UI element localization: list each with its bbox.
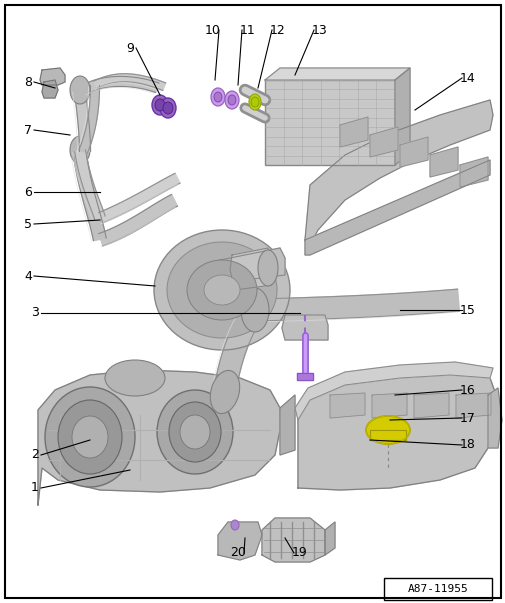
Bar <box>265 80 394 165</box>
Text: 17: 17 <box>459 411 475 425</box>
Polygon shape <box>455 393 490 418</box>
Polygon shape <box>82 77 159 94</box>
Text: 7: 7 <box>24 124 32 136</box>
Polygon shape <box>93 74 165 90</box>
Polygon shape <box>74 155 106 241</box>
Ellipse shape <box>157 390 232 474</box>
Ellipse shape <box>180 415 210 449</box>
Ellipse shape <box>70 136 90 164</box>
Polygon shape <box>369 127 397 157</box>
Ellipse shape <box>187 260 257 320</box>
Ellipse shape <box>214 92 222 102</box>
Polygon shape <box>279 395 294 455</box>
Ellipse shape <box>248 94 261 110</box>
Text: 1: 1 <box>31 482 39 494</box>
Polygon shape <box>74 90 90 151</box>
Polygon shape <box>487 388 501 448</box>
Text: A87-11955: A87-11955 <box>407 584 468 594</box>
Polygon shape <box>257 289 459 321</box>
Polygon shape <box>339 117 367 147</box>
Text: 14: 14 <box>459 72 475 84</box>
Polygon shape <box>459 157 487 187</box>
Text: 3: 3 <box>31 306 39 320</box>
Polygon shape <box>98 194 177 246</box>
Polygon shape <box>220 248 284 282</box>
Polygon shape <box>297 375 494 490</box>
Ellipse shape <box>169 402 221 462</box>
Polygon shape <box>369 430 405 440</box>
Text: 10: 10 <box>205 24 221 37</box>
Ellipse shape <box>105 360 165 396</box>
Polygon shape <box>371 393 406 418</box>
Ellipse shape <box>167 242 276 338</box>
Ellipse shape <box>58 400 122 474</box>
Polygon shape <box>79 86 99 153</box>
Polygon shape <box>265 68 409 80</box>
Polygon shape <box>98 173 180 223</box>
Ellipse shape <box>152 95 168 115</box>
Ellipse shape <box>225 91 238 109</box>
Polygon shape <box>281 315 327 340</box>
Text: 12: 12 <box>270 24 285 37</box>
Polygon shape <box>324 522 334 555</box>
Ellipse shape <box>72 416 108 458</box>
Ellipse shape <box>250 97 259 107</box>
Polygon shape <box>75 150 105 219</box>
Polygon shape <box>38 370 279 505</box>
Text: 15: 15 <box>459 303 475 317</box>
Polygon shape <box>40 68 65 85</box>
Text: 19: 19 <box>291 546 307 560</box>
Polygon shape <box>305 160 489 255</box>
Text: 5: 5 <box>24 218 32 230</box>
Text: 20: 20 <box>230 546 245 560</box>
Text: 9: 9 <box>126 42 134 54</box>
Ellipse shape <box>70 76 90 104</box>
Text: 8: 8 <box>24 75 32 89</box>
Polygon shape <box>218 522 262 560</box>
Ellipse shape <box>240 288 269 332</box>
Ellipse shape <box>160 98 176 118</box>
Bar <box>383 578 491 600</box>
Ellipse shape <box>258 250 277 286</box>
Text: 16: 16 <box>459 384 475 397</box>
Ellipse shape <box>228 95 235 105</box>
Text: 2: 2 <box>31 449 39 461</box>
Polygon shape <box>214 304 263 391</box>
Ellipse shape <box>231 520 238 530</box>
Text: 18: 18 <box>459 438 475 452</box>
Ellipse shape <box>154 230 289 350</box>
Polygon shape <box>262 518 324 562</box>
Text: 13: 13 <box>312 24 327 37</box>
Polygon shape <box>429 147 457 177</box>
Polygon shape <box>294 362 492 420</box>
Ellipse shape <box>211 88 225 106</box>
Polygon shape <box>230 248 272 290</box>
Ellipse shape <box>163 102 173 114</box>
Polygon shape <box>305 100 492 248</box>
Polygon shape <box>413 393 448 418</box>
Polygon shape <box>296 373 313 380</box>
Text: 11: 11 <box>240 24 256 37</box>
Ellipse shape <box>365 416 409 444</box>
Polygon shape <box>42 80 58 98</box>
Polygon shape <box>399 137 427 167</box>
Text: 4: 4 <box>24 270 32 282</box>
Ellipse shape <box>45 387 135 487</box>
Ellipse shape <box>155 99 165 111</box>
Text: 6: 6 <box>24 186 32 198</box>
Ellipse shape <box>204 275 239 305</box>
Polygon shape <box>394 68 409 165</box>
Polygon shape <box>329 393 364 418</box>
Ellipse shape <box>210 370 239 414</box>
